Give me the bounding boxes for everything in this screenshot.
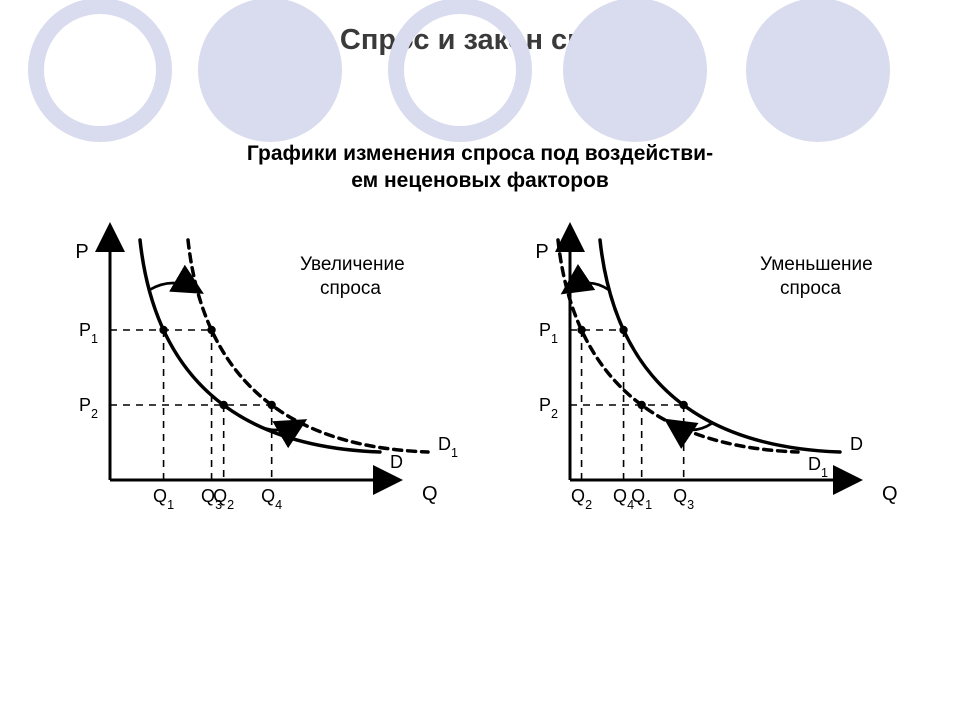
svg-text:P1: P1 [79,320,98,346]
svg-text:D: D [390,452,403,472]
svg-text:D1: D1 [438,434,458,460]
svg-text:P: P [75,241,88,263]
decor-circle [388,0,532,142]
svg-text:спроса: спроса [320,278,381,299]
svg-text:Q: Q [882,483,898,505]
charts-row: P Q P1 P2 Q1 Q3 Q2 Q4 D1 D Увеличение спроса P Q P1 P2… [40,210,920,540]
svg-text:Увеличение: Увеличение [300,254,405,275]
svg-text:Q1: Q1 [153,486,174,512]
svg-text:P1: P1 [539,320,558,346]
svg-text:Q4: Q4 [261,486,282,512]
svg-text:Q1: Q1 [631,486,652,512]
decor-circle [198,0,342,142]
svg-text:спроса: спроса [780,278,841,299]
svg-text:Q: Q [422,483,438,505]
svg-text:Q2: Q2 [571,486,592,512]
decor-circle [563,0,707,142]
chart-right: PQP1P2Q2Q4Q1Q3DD1Уменьшениеспроса [500,210,920,540]
subtitle: Графики изменения спроса под воздействи-… [0,140,960,195]
svg-text:P: P [535,241,548,263]
svg-text:D: D [850,434,863,454]
svg-text:P2: P2 [79,395,98,421]
chart-left: PQP1P2Q1Q3Q2Q4D1DУвеличениеспроса [40,210,460,540]
svg-text:Уменьшение: Уменьшение [760,254,873,275]
svg-text:D1: D1 [808,454,828,480]
svg-text:P2: P2 [539,395,558,421]
decor-circle [28,0,172,142]
svg-text:Q3: Q3 [673,486,694,512]
decor-circle [746,0,890,142]
